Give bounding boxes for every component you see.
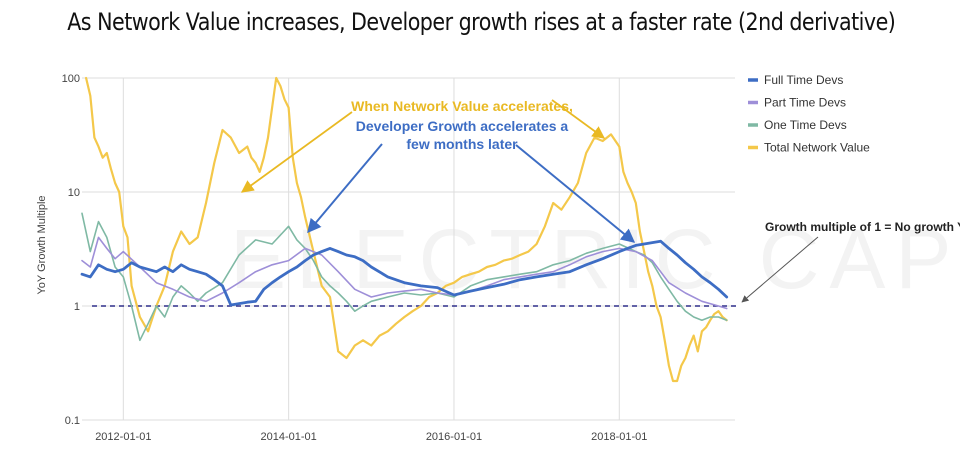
watermark: ELECTRIC CAPITAL xyxy=(230,212,960,306)
arrow-to-2018-network-peak xyxy=(551,99,606,139)
arrow-to-reference-line xyxy=(741,236,819,303)
axes: 100 10 1 0.1 2012-01-01 2014-01-01 2016-01-01 2… xyxy=(62,73,648,443)
annotations: When Network Value accelerates, Developer… xyxy=(240,98,960,303)
annotation-no-growth: Growth multiple of 1 = No growth YoY xyxy=(765,220,960,234)
x-tick-label: 2018-01-01 xyxy=(591,431,647,443)
y-tick-label: 0.1 xyxy=(65,415,80,427)
legend-label: Full Time Devs xyxy=(764,73,843,87)
arrow-to-2018-dev-peak xyxy=(515,144,636,243)
legend: Full Time Devs Part Time Devs One Time Dev… xyxy=(748,73,870,155)
y-tick-label: 10 xyxy=(68,187,80,199)
annotation-developer-growth: few months later xyxy=(406,136,518,152)
series-lines xyxy=(80,76,729,383)
annotation-developer-growth: Developer Growth accelerates a xyxy=(356,118,569,134)
legend-label: Part Time Devs xyxy=(764,96,846,110)
arrow-to-2014-dev-peak xyxy=(307,143,383,234)
y-tick-label: 100 xyxy=(62,73,80,85)
x-tick-label: 2012-01-01 xyxy=(95,431,151,443)
y-axis-label: YoY Growth Multiple xyxy=(36,195,48,294)
series-line-total-network-value xyxy=(84,76,728,383)
legend-label: One Time Devs xyxy=(764,118,847,132)
legend-label: Total Network Value xyxy=(764,141,870,155)
y-tick-label: 1 xyxy=(74,301,80,313)
x-tick-label: 2016-01-01 xyxy=(426,431,482,443)
chart-title: As Network Value increases, Developer gr… xyxy=(67,8,896,36)
arrow-to-2013-network-peak xyxy=(240,111,353,193)
x-tick-label: 2014-01-01 xyxy=(261,431,317,443)
series-line-full-time-devs xyxy=(80,239,729,307)
series-line-part-time-devs xyxy=(81,236,728,310)
annotation-network-value: When Network Value accelerates, xyxy=(351,98,573,114)
